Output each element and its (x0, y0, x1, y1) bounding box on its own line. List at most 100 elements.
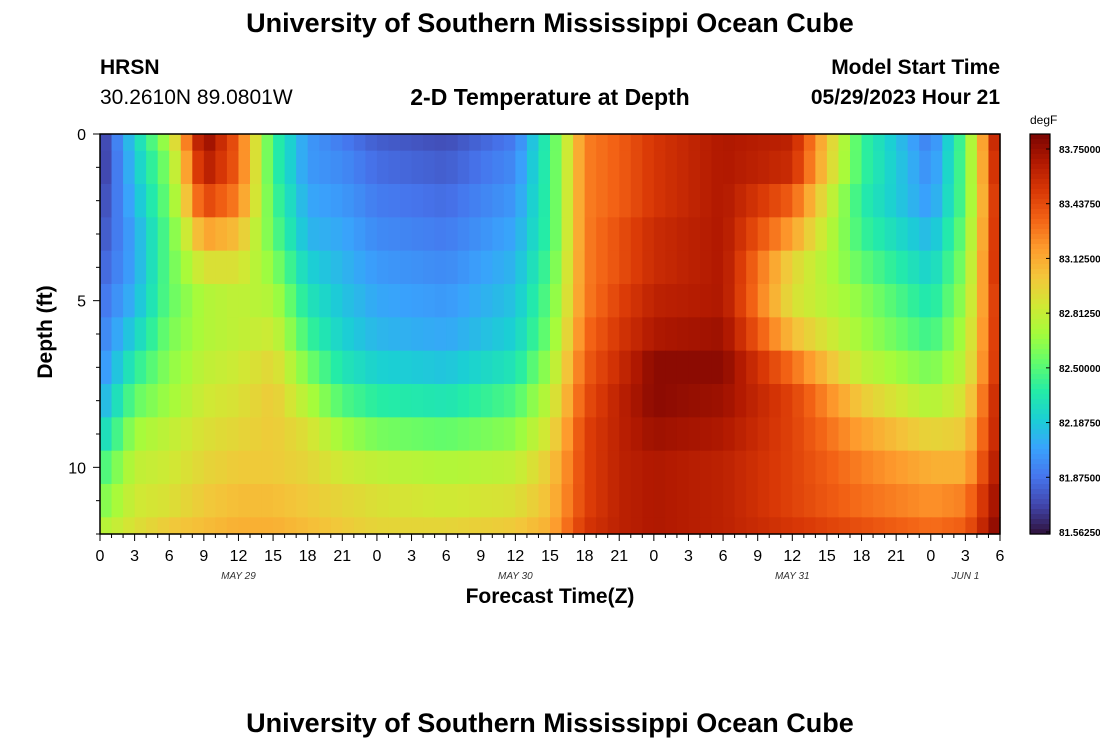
heatmap-cell (134, 284, 147, 318)
heatmap-cell (665, 384, 678, 418)
heatmap-cell (769, 417, 782, 452)
heatmap-cell (215, 284, 228, 318)
heatmap-cell (792, 150, 805, 185)
heatmap-cell (734, 250, 747, 285)
heatmap-cell (953, 484, 966, 518)
heatmap-cell (561, 517, 574, 535)
heatmap-cell (873, 417, 886, 452)
heatmap-cell (400, 517, 413, 535)
heatmap-cell (711, 250, 724, 285)
heatmap-cell (919, 217, 932, 252)
heatmap-cell (261, 484, 274, 518)
heatmap-cell (746, 417, 759, 452)
heatmap-cell (411, 150, 424, 185)
heatmap-cell (492, 134, 505, 152)
heatmap-cell (826, 184, 840, 218)
heatmap-cell (296, 217, 309, 252)
heatmap-cell (619, 184, 632, 218)
heatmap-cell (838, 450, 851, 485)
heatmap-cell (942, 384, 955, 418)
heatmap-cell (376, 134, 390, 152)
heatmap-cell (192, 250, 205, 285)
heatmap-cell (896, 184, 909, 218)
heatmap-cell (976, 450, 990, 485)
heatmap-cell (515, 184, 528, 218)
heatmap-cell (965, 384, 978, 418)
heatmap-cell (342, 184, 355, 218)
heatmap-cell (826, 517, 840, 535)
heatmap-cell (319, 150, 332, 185)
heatmap-cell (157, 350, 170, 385)
heatmap-cell (965, 284, 978, 318)
heatmap-cell (815, 350, 828, 385)
heatmap-cell (284, 384, 297, 418)
heatmap-cell (146, 150, 159, 185)
heatmap-cell (365, 484, 378, 518)
heatmap-cell (734, 317, 747, 352)
heatmap-cell (157, 284, 170, 318)
heatmap-cell (850, 517, 863, 535)
heatmap-cell (642, 484, 655, 518)
heatmap-cell (550, 250, 563, 285)
heatmap-cell (353, 284, 366, 318)
heatmap-cell (480, 417, 493, 452)
heatmap-cell (296, 417, 309, 452)
heatmap-cell (284, 350, 297, 385)
heatmap-cell (169, 517, 182, 535)
heatmap-cell (723, 517, 736, 535)
heatmap-cell (353, 350, 366, 385)
heatmap-cell (446, 284, 459, 318)
heatmap-cell (169, 284, 182, 318)
heatmap-cell (676, 384, 690, 418)
heatmap-cell (157, 450, 170, 485)
heatmap-cell (861, 417, 874, 452)
heatmap-cell (376, 417, 390, 452)
colorbar-segment (1030, 499, 1050, 505)
heatmap-cell (573, 450, 586, 485)
heatmap-cell (596, 284, 609, 318)
heatmap-cell (100, 417, 113, 452)
heatmap-cell (273, 150, 286, 185)
heatmap-cell (930, 384, 943, 418)
heatmap-cell (480, 150, 493, 185)
heatmap-cell (700, 384, 713, 418)
heatmap-cell (561, 184, 574, 218)
heatmap-cell (538, 284, 551, 318)
heatmap-cell (815, 250, 828, 285)
heatmap-cell (123, 284, 136, 318)
heatmap-cell (480, 517, 493, 535)
heatmap-cell (896, 350, 909, 385)
heatmap-cell (515, 350, 528, 385)
heatmap-cell (838, 284, 851, 318)
station-coords: 30.2610N 89.0801W (100, 86, 293, 109)
heatmap-cell (238, 150, 251, 185)
heatmap-cell (896, 450, 909, 485)
heatmap-cell (803, 350, 816, 385)
heatmap-cell (676, 350, 690, 385)
heatmap-cell (423, 317, 436, 352)
heatmap-cell (411, 217, 424, 252)
heatmap-cell (953, 150, 966, 185)
heatmap-cell (976, 517, 990, 535)
heatmap-cell (757, 150, 770, 185)
heatmap-cell (307, 217, 320, 252)
colorbar-segment (1030, 159, 1050, 165)
heatmap-cell (423, 517, 436, 535)
heatmap-cell (307, 350, 320, 385)
heatmap-cell (838, 184, 851, 218)
heatmap-cell (607, 217, 620, 252)
heatmap-cell (215, 384, 228, 418)
heatmap-cell (365, 250, 378, 285)
heatmap-cell (203, 250, 216, 285)
heatmap-cell (757, 384, 770, 418)
heatmap-cell (815, 517, 828, 535)
heatmap-cell (503, 384, 516, 418)
heatmap-cell (538, 317, 551, 352)
heatmap-cell (607, 284, 620, 318)
heatmap-cell (203, 284, 216, 318)
heatmap-cell (226, 384, 240, 418)
heatmap-cell (446, 184, 459, 218)
colorbar-segment (1030, 279, 1050, 285)
heatmap-cell (919, 150, 932, 185)
heatmap-cell (642, 217, 655, 252)
